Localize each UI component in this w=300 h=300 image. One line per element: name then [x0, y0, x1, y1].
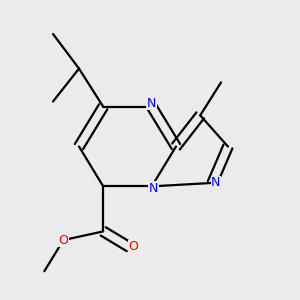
Text: N: N	[149, 182, 158, 195]
Text: N: N	[147, 97, 156, 110]
Text: O: O	[58, 234, 68, 247]
Text: N: N	[211, 176, 220, 189]
Text: O: O	[128, 241, 138, 254]
